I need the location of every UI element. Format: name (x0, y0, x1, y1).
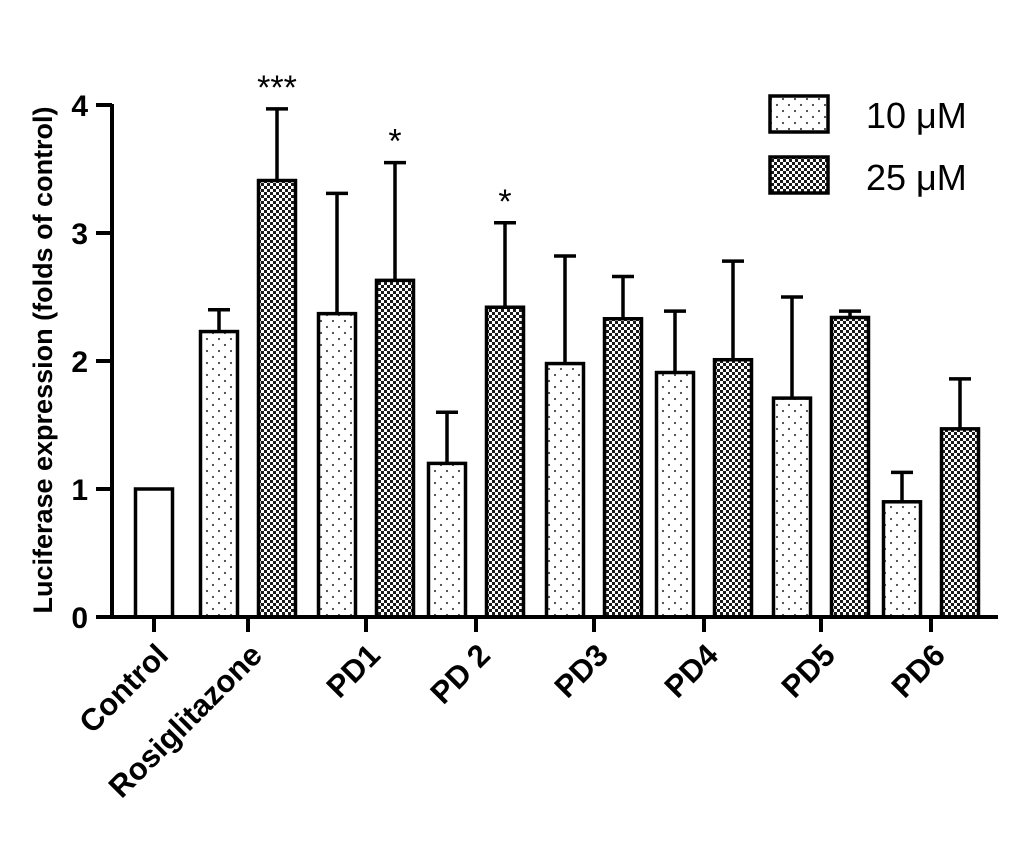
bar-pd-2-10um (426, 461, 468, 619)
bar-pd3-10um (544, 361, 586, 619)
bar-rosiglitazone-25um-significance: *** (257, 69, 297, 107)
y-tick-label-1: 1 (71, 474, 88, 507)
bar-rosiglitazone-10um (198, 329, 240, 619)
x-tick-label-pd1: PD1 (320, 637, 387, 704)
bar-control (133, 487, 175, 619)
bar-pd6-25um (939, 427, 981, 619)
legend-swatch-25um (768, 155, 830, 195)
x-tick-label-pd-2: PD 2 (423, 637, 496, 710)
bar-pd1-25um (374, 278, 416, 619)
plot-area: ***** (133, 69, 981, 619)
y-axis-ticks: 0 1 2 3 4 (71, 90, 112, 635)
bar-pd-2-25um (484, 305, 526, 619)
bar-rosiglitazone-25um (256, 178, 298, 619)
y-tick-label-3: 3 (71, 218, 88, 251)
x-tick-label-pd5: PD5 (775, 637, 842, 704)
x-tick-label-pd4: PD4 (658, 637, 726, 705)
bar-pd1-25um-significance: * (388, 123, 401, 161)
y-tick-label-0: 0 (71, 602, 88, 635)
bar-pd5-25um (829, 315, 871, 619)
bar-pd6-10um (881, 500, 923, 619)
bar-pd3-25um (602, 317, 644, 619)
legend-label-25um: 25 μM (866, 157, 967, 198)
bar-pd4-10um (654, 370, 696, 619)
legend-label-10um: 10 μM (866, 95, 967, 136)
x-tick-label-pd6: PD6 (885, 637, 952, 704)
legend: 10 μM 25 μM (768, 94, 967, 198)
legend-swatch-10um (768, 94, 830, 134)
y-axis-label: Luciferase expression (folds of control) (28, 106, 58, 613)
y-tick-label-4: 4 (71, 90, 88, 123)
bar-pd5-10um (771, 396, 813, 619)
bar-pd-2-25um-significance: * (498, 183, 511, 221)
bar-pd1-10um (316, 311, 358, 619)
bar-pd4-25um (712, 357, 754, 619)
x-tick-label-pd3: PD3 (548, 637, 615, 704)
y-tick-label-2: 2 (71, 346, 88, 379)
